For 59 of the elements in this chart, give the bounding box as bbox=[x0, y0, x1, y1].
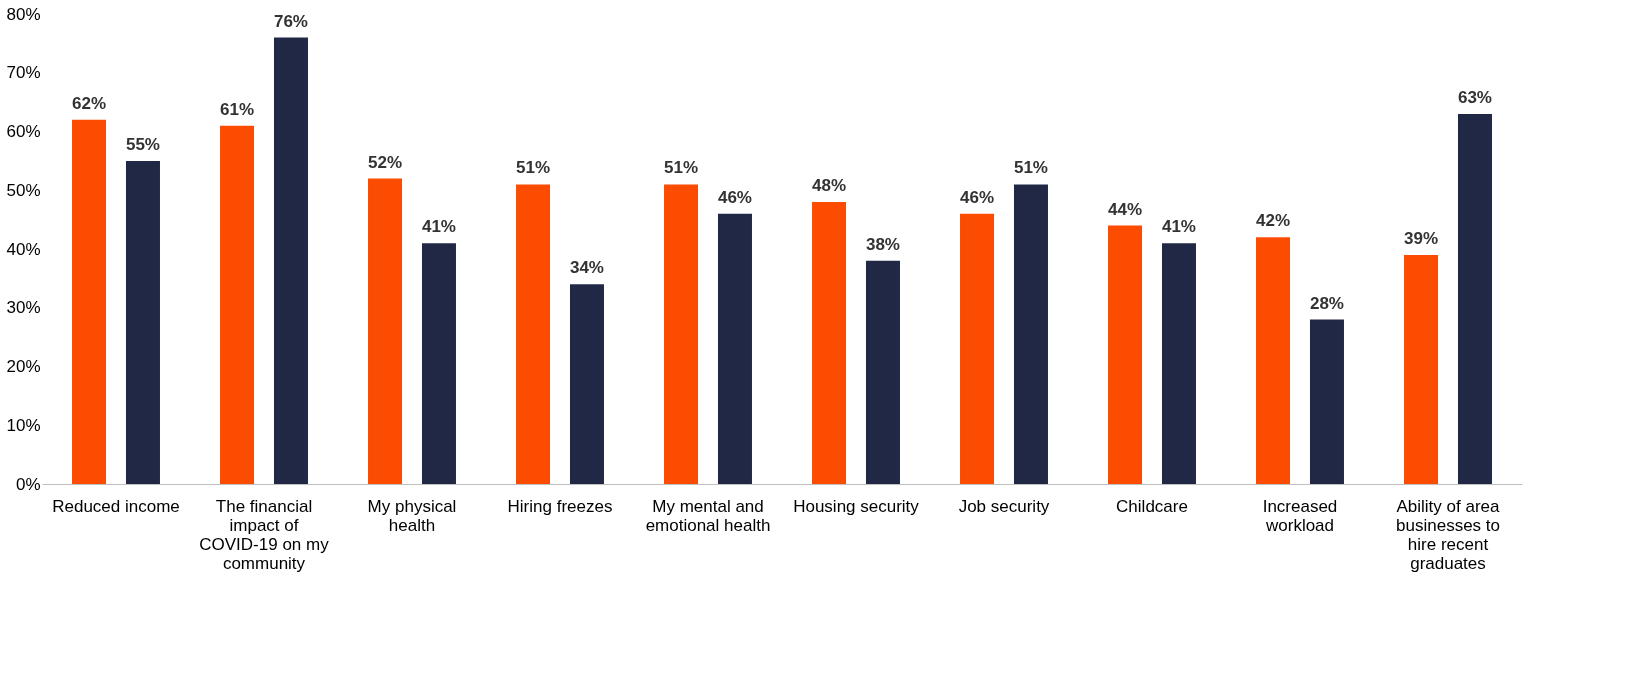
y-tick-label: 30% bbox=[6, 298, 41, 318]
x-tick-label: Job security bbox=[958, 496, 1050, 516]
bar bbox=[569, 284, 604, 484]
x-tick-label: Housing security bbox=[793, 496, 920, 516]
bar bbox=[1161, 243, 1196, 484]
y-tick-label: 70% bbox=[6, 63, 41, 83]
data-label: 28% bbox=[1309, 293, 1344, 313]
data-label: 44% bbox=[1108, 199, 1143, 219]
x-tick-label: Hiring freezes bbox=[507, 496, 613, 516]
bar bbox=[125, 160, 160, 484]
bar bbox=[1108, 225, 1143, 484]
x-tick-label: Reduced income bbox=[52, 496, 180, 516]
data-label: 38% bbox=[865, 234, 900, 254]
x-tick-label: My mental and emotional health bbox=[645, 496, 771, 535]
data-label: 52% bbox=[368, 152, 403, 172]
x-tick-label: Childcare bbox=[1116, 496, 1188, 516]
data-label: 62% bbox=[72, 93, 107, 113]
bar bbox=[664, 184, 699, 484]
x-tick-label: The financial impact of COVID-19 on my community bbox=[199, 496, 330, 573]
bar bbox=[1256, 237, 1291, 484]
data-label: 63% bbox=[1457, 87, 1492, 107]
x-tick-label: My physical health bbox=[367, 496, 457, 535]
data-label: 55% bbox=[125, 134, 160, 154]
data-label: 39% bbox=[1404, 228, 1439, 248]
data-label: 51% bbox=[664, 158, 699, 178]
y-tick-label: 80% bbox=[6, 4, 41, 24]
x-tick-label: Ability of area businesses to hire recent graduates bbox=[1396, 496, 1501, 573]
data-label: 41% bbox=[421, 217, 456, 237]
bar bbox=[421, 243, 456, 484]
x-tick-label: Increased workload bbox=[1262, 496, 1338, 535]
y-tick-label: 50% bbox=[6, 180, 41, 200]
bar bbox=[1457, 113, 1492, 484]
bar bbox=[273, 37, 308, 484]
data-label: 41% bbox=[1161, 217, 1196, 237]
y-tick-label: 0% bbox=[15, 474, 41, 494]
data-label: 46% bbox=[960, 187, 995, 207]
bar bbox=[865, 260, 900, 484]
y-tick-label: 40% bbox=[6, 239, 41, 259]
data-label: 48% bbox=[812, 176, 847, 195]
y-tick-label: 60% bbox=[6, 122, 41, 141]
bar bbox=[1404, 254, 1439, 484]
data-label: 46% bbox=[717, 187, 752, 207]
bar bbox=[1309, 319, 1344, 484]
bar bbox=[812, 202, 847, 484]
data-label: 61% bbox=[220, 99, 255, 119]
y-tick-label: 10% bbox=[6, 415, 41, 435]
bar bbox=[516, 184, 551, 484]
data-label: 51% bbox=[516, 158, 551, 178]
data-label: 51% bbox=[1013, 158, 1048, 178]
data-label: 42% bbox=[1256, 211, 1291, 231]
data-label: 76% bbox=[273, 11, 308, 31]
bar bbox=[717, 213, 752, 484]
bar bbox=[1013, 184, 1048, 484]
bar bbox=[220, 125, 255, 484]
y-tick-label: 20% bbox=[6, 357, 41, 376]
bar bbox=[368, 178, 403, 484]
bar bbox=[72, 119, 107, 484]
data-label: 34% bbox=[569, 258, 604, 278]
bar bbox=[960, 213, 995, 484]
